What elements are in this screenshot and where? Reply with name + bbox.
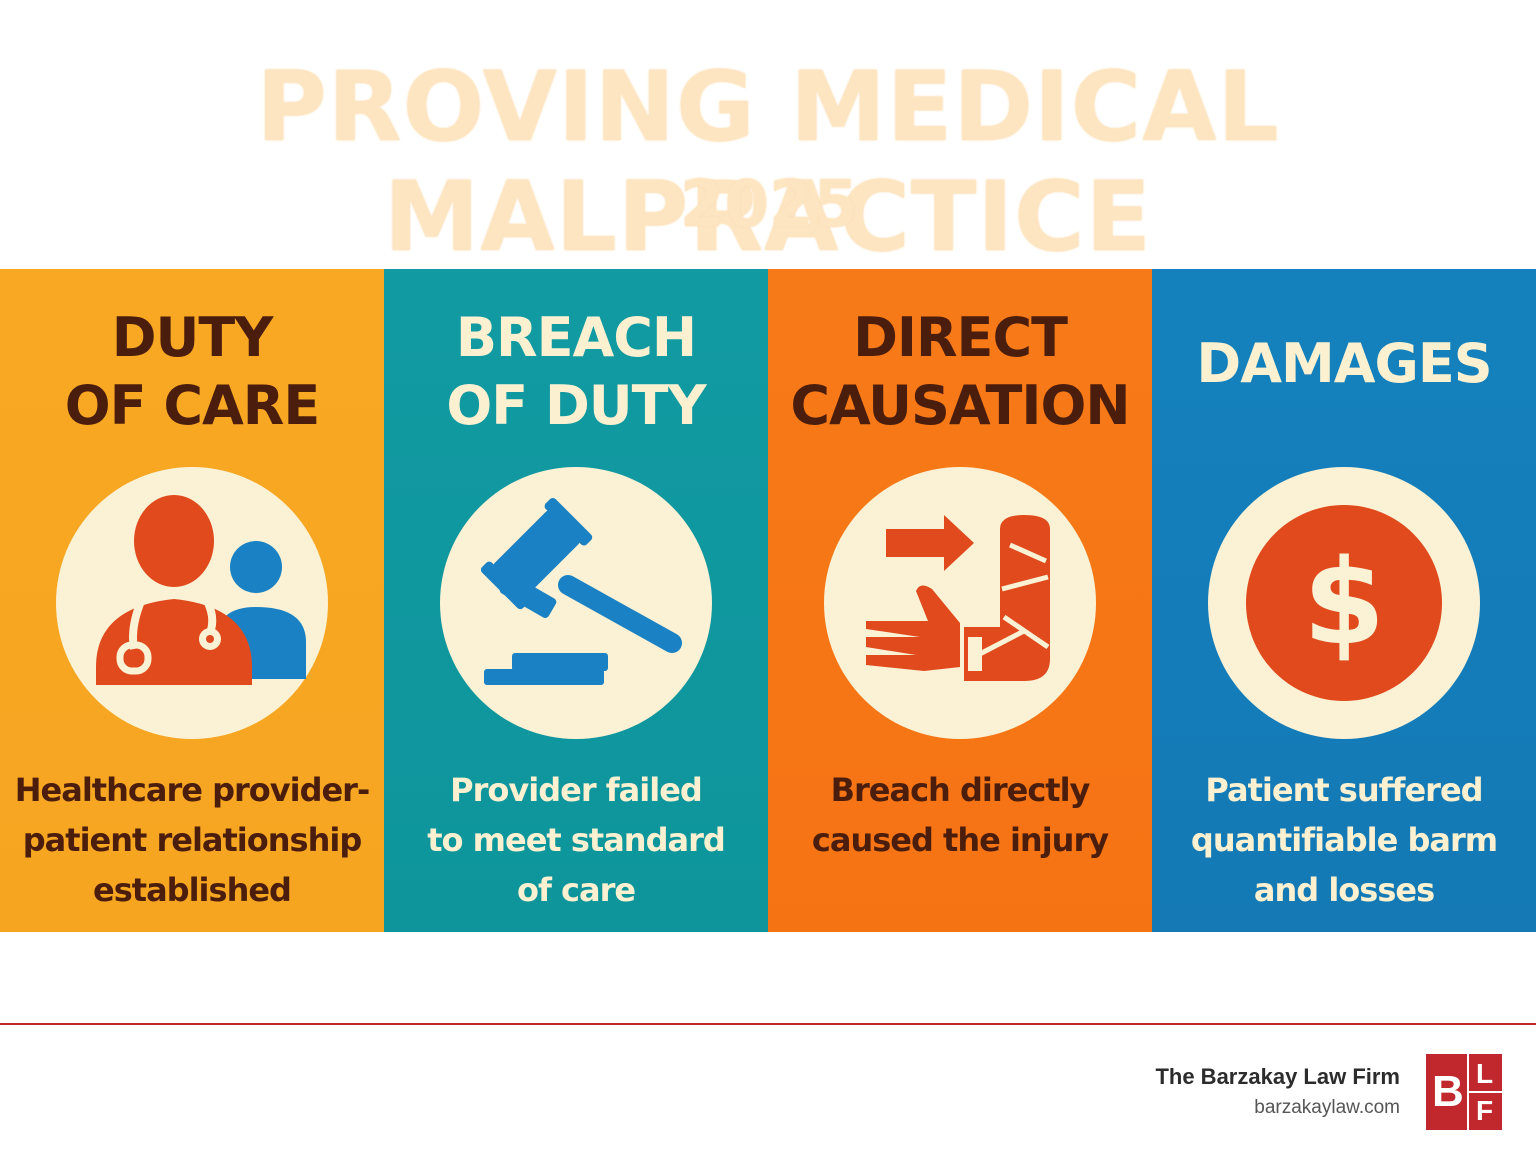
description-line: patient relationship xyxy=(22,821,362,859)
panel-damages: DAMAGES $ Patient suffered quantifiable … xyxy=(1152,269,1536,932)
icon-circle xyxy=(824,467,1096,739)
panel-description: Patient suffered quantifiable barm and l… xyxy=(1152,765,1536,915)
panel-duty-of-care: DUTY OF CARE Healthcare provider- patien… xyxy=(0,269,384,932)
firm-name: The Barzakay Law Firm xyxy=(1155,1064,1400,1089)
panel-heading-line1: DUTY xyxy=(111,306,274,369)
description-line: to meet standard xyxy=(427,821,726,859)
injured-arm-icon xyxy=(866,515,1050,681)
page-year: 2025 xyxy=(680,168,859,242)
panel-heading-line2: OF CARE xyxy=(64,374,320,437)
description-line: Provider failed xyxy=(450,771,703,809)
firm-logo: B L F xyxy=(1426,1054,1502,1130)
panel-heading-line1: DIRECT xyxy=(853,306,1068,369)
logo-divider xyxy=(1469,1091,1502,1093)
panel-breach-of-duty: BREACH OF DUTY Provider failed to meet s… xyxy=(384,269,768,932)
description-line: established xyxy=(93,871,292,909)
panel-description: Provider failed to meet standard of care xyxy=(384,765,768,915)
description-line: of care xyxy=(516,871,636,909)
logo-divider xyxy=(1467,1054,1469,1130)
dollar-coin-icon: $ xyxy=(1246,505,1442,701)
icon-circle: $ xyxy=(1208,467,1480,739)
gavel-icon xyxy=(480,497,682,685)
logo-letter-l: L xyxy=(1476,1058,1494,1089)
icon-circle xyxy=(56,467,328,739)
description-line: and losses xyxy=(1253,871,1435,909)
doctor-patient-icon xyxy=(96,495,306,685)
panel-heading-line2: OF DUTY xyxy=(446,374,706,437)
panel-heading-line1: DAMAGES xyxy=(1196,332,1492,395)
footer-divider xyxy=(0,1023,1536,1025)
firm-url[interactable]: barzakaylaw.com xyxy=(1254,1097,1400,1118)
panel-description: Healthcare provider- patient relationshi… xyxy=(0,765,384,915)
description-line: Healthcare provider- xyxy=(14,771,370,809)
panel-description: Breach directly caused the injury xyxy=(768,765,1152,865)
description-line: quantifiable barm xyxy=(1190,821,1498,859)
description-line: Patient suffered xyxy=(1205,771,1483,809)
panel-heading-line1: BREACH xyxy=(455,306,697,369)
description-line: Breach directly xyxy=(830,771,1091,809)
panel-direct-causation: DIRECT CAUSATION Breach directly caused … xyxy=(768,269,1152,932)
svg-text:$: $ xyxy=(1303,533,1385,671)
page-title: PROVING MEDICAL MALPRACTICE xyxy=(256,51,1280,273)
elements-panels: DUTY OF CARE Healthcare provider- patien… xyxy=(0,269,1536,932)
icon-circle xyxy=(440,467,712,739)
logo-letter-b: B xyxy=(1432,1067,1464,1116)
panel-heading-line2: CAUSATION xyxy=(790,374,1130,437)
description-line: caused the injury xyxy=(811,821,1109,859)
logo-letter-f: F xyxy=(1476,1095,1494,1126)
